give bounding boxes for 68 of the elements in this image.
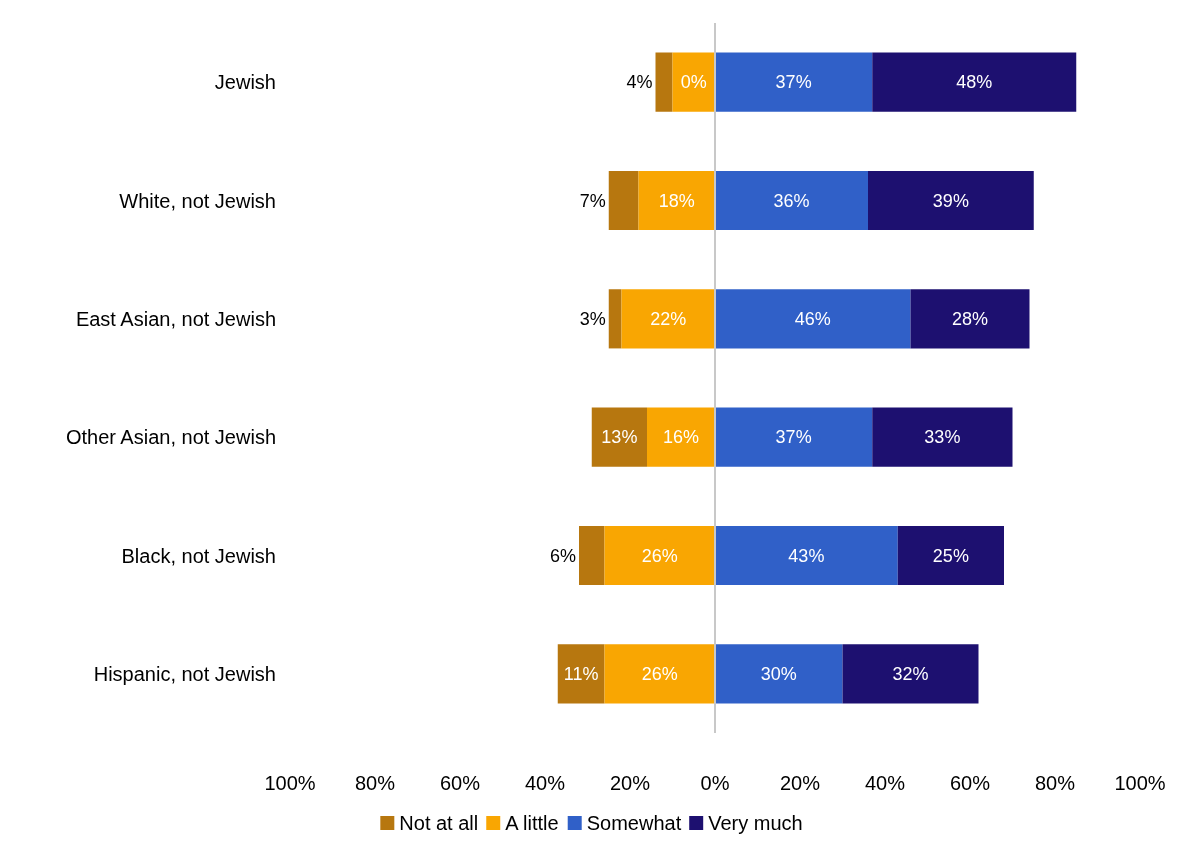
data-label: 26% — [641, 663, 678, 684]
data-label: 32% — [892, 663, 929, 684]
data-label: 7% — [579, 190, 606, 211]
y-tick-label: Hispanic, not Jewish — [93, 662, 276, 685]
bar — [604, 644, 715, 704]
data-label: 0% — [680, 72, 707, 93]
bar — [715, 644, 843, 704]
x-tick-label: 40% — [524, 772, 566, 794]
bar — [897, 525, 1004, 586]
bar — [872, 407, 1013, 467]
y-tick-label: East Asian, not Jewish — [75, 307, 276, 330]
bar — [604, 525, 715, 586]
bar — [872, 52, 1077, 112]
bar — [579, 525, 605, 586]
data-label: 37% — [775, 72, 812, 93]
data-label: 3% — [579, 308, 606, 329]
data-label: 4% — [626, 72, 653, 93]
data-label: 37% — [775, 427, 812, 448]
data-label: 6% — [549, 545, 576, 566]
legend-label: Not at all — [399, 812, 479, 834]
data-label: 36% — [773, 190, 810, 211]
legend-label: A little — [505, 812, 559, 834]
data-label: 26% — [641, 545, 678, 566]
y-tick-label: Black, not Jewish — [121, 544, 276, 567]
data-label: 22% — [650, 308, 687, 329]
data-label: 18% — [658, 190, 695, 211]
bar — [647, 407, 715, 467]
x-tick-label: 20% — [609, 772, 651, 794]
data-label: 46% — [794, 308, 831, 329]
x-tick-label: 40% — [864, 772, 906, 794]
data-label: 39% — [932, 190, 969, 211]
x-tick-label: 60% — [949, 772, 991, 794]
bar — [715, 170, 868, 231]
y-tick-label: Jewish — [214, 71, 276, 94]
bar — [638, 170, 715, 231]
bar — [842, 644, 979, 704]
data-label: 48% — [956, 72, 993, 93]
y-tick-label: White, not Jewish — [119, 189, 276, 212]
legend-label: Somewhat — [586, 812, 682, 834]
x-tick-label: 20% — [779, 772, 821, 794]
bar — [655, 52, 673, 112]
legend-label: Very much — [708, 812, 803, 834]
x-tick-label: 100% — [264, 772, 316, 794]
bar — [910, 289, 1030, 349]
data-label: 33% — [924, 427, 961, 448]
data-label: 13% — [601, 427, 638, 448]
bar — [591, 407, 647, 467]
bar — [868, 170, 1034, 231]
data-label: 11% — [563, 663, 599, 684]
x-tick-label: 100% — [1114, 772, 1166, 794]
data-label: 28% — [951, 308, 989, 329]
data-label: 16% — [662, 427, 700, 448]
bar — [608, 170, 639, 231]
bar — [608, 289, 622, 349]
bar — [715, 289, 911, 349]
bar — [715, 52, 873, 112]
y-tick-label: Other Asian, not Jewish — [65, 426, 276, 449]
data-label: 43% — [788, 545, 825, 566]
x-tick-label: 60% — [439, 772, 481, 794]
x-tick-label: 80% — [1034, 772, 1076, 794]
data-label: 30% — [760, 663, 797, 684]
bar — [621, 289, 715, 349]
x-tick-label: 80% — [354, 772, 396, 794]
data-label: 25% — [932, 545, 969, 566]
bar — [557, 644, 605, 704]
x-tick-label: 0% — [700, 772, 730, 794]
bar — [715, 525, 898, 586]
bar — [715, 407, 873, 467]
